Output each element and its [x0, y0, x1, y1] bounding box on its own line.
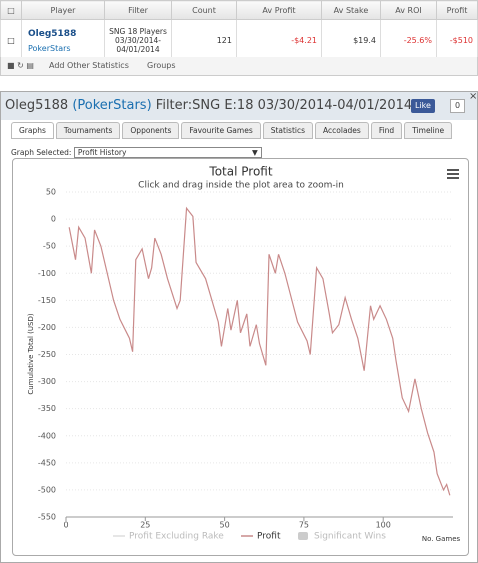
legend-label[interactable]: Profit Excluding Rake	[129, 532, 224, 542]
y-tick-label: -50	[43, 242, 56, 251]
select-all[interactable]: □	[0, 0, 22, 20]
line	[68, 206, 451, 496]
like-button[interactable]: Like	[411, 99, 435, 113]
y-tick-label: -300	[38, 377, 56, 386]
header[interactable]: Count	[171, 0, 237, 20]
close[interactable]: ×	[469, 91, 478, 102]
y-axis-label: Cumulative Total (USD)	[27, 313, 35, 394]
panel-player: Oleg5188	[5, 98, 69, 113]
graph-dropdown[interactable]: Profit History ▼	[73, 147, 262, 158]
tab[interactable]: Favourite Games	[181, 122, 261, 139]
player-link[interactable]: Oleg5188	[28, 28, 77, 39]
legend-label[interactable]: Significant Wins	[314, 532, 386, 542]
tabs: Graphs Tournaments Opponents Favourite Game…	[11, 122, 454, 139]
site-link[interactable]: PokerStars	[28, 43, 71, 53]
y-tick-label: -200	[38, 323, 56, 332]
tab[interactable]: Tournaments	[55, 122, 121, 139]
tab[interactable]: Timeline	[404, 122, 453, 139]
tab[interactable]: Graphs	[11, 122, 54, 139]
y-tick-label: -350	[38, 404, 56, 413]
graph-value: Profit History	[77, 148, 127, 157]
x-tick-label: 50	[220, 521, 230, 530]
toolbar: ■ ↻ ▤ Add Other Statistics Groups	[0, 57, 478, 76]
toolbar-icons[interactable]: ■ ↻ ▤	[7, 61, 34, 70]
av-roi-cell: -25.6%	[380, 19, 437, 62]
y-tick-label: -100	[38, 269, 56, 278]
y-tick-label: -400	[38, 431, 56, 440]
row-checkbox[interactable]: □	[0, 19, 22, 62]
chart-box: Total Profit Click and drag inside the p…	[12, 158, 469, 556]
panel-site[interactable]: (PokerStars)	[72, 98, 152, 113]
data-row: □ Oleg5188 PokerStars SNG 18 Players 03/…	[0, 19, 478, 62]
panel-filter: Filter:SNG E:18 03/30/2014-04/01/2014	[155, 98, 413, 113]
y-tick-label: -500	[38, 485, 56, 494]
tab[interactable]: Statistics	[262, 122, 314, 139]
count-cell: 121	[171, 19, 237, 62]
legend-label[interactable]: Profit	[257, 532, 281, 542]
av-profit-cell: -$4.21	[236, 19, 322, 62]
y-tick-label: -550	[38, 513, 56, 522]
y-tick-label: 0	[51, 215, 56, 224]
x-axis-label: No. Games	[422, 535, 461, 543]
y-tick-label: 50	[46, 188, 56, 197]
player-panel: Oleg5188 (PokerStars) Filter:SNG E:18 03…	[0, 91, 478, 563]
chart: Total Profit Click and drag inside the p…	[27, 165, 461, 544]
tab[interactable]: Opponents	[122, 122, 180, 139]
groups[interactable]: Groups	[147, 61, 176, 70]
header[interactable]: Profit	[436, 0, 478, 20]
y-tick-label: -450	[38, 458, 56, 467]
tab[interactable]: Find	[370, 122, 403, 139]
x-tick-label: 75	[299, 521, 309, 530]
header-row: □ Player Filter Count Av Profit Av Stake…	[0, 0, 478, 20]
legend-swatch	[298, 532, 308, 540]
tab[interactable]: Accolades	[315, 122, 369, 139]
graph-label: Graph Selected:	[11, 148, 72, 157]
av-stake-cell: $19.4	[321, 19, 381, 62]
menu-icon[interactable]	[447, 169, 459, 179]
header[interactable]: Av Stake	[321, 0, 381, 20]
header[interactable]: Player	[21, 0, 105, 20]
header[interactable]: Av Profit	[236, 0, 322, 20]
dropdown-arrow: ▼	[252, 148, 258, 157]
filter-cell: SNG 18 Players 03/30/2014-04/01/2014	[104, 19, 172, 62]
x-tick-label: 25	[140, 521, 150, 530]
profit-cell: -$510	[436, 19, 478, 62]
header[interactable]: Av ROI	[380, 0, 437, 20]
y-tick-label: -150	[38, 296, 56, 305]
add-statistics[interactable]: Add Other Statistics	[49, 61, 129, 70]
like-count: 0	[450, 99, 466, 113]
stats-table: □ Player Filter Count Av Profit Av Stake…	[0, 0, 478, 62]
x-tick-label: 0	[63, 521, 68, 530]
chart-subtitle: Click and drag inside the plot area to z…	[138, 181, 344, 191]
graph-select: Graph Selected: Profit History ▼	[11, 147, 262, 158]
chart-title: Total Profit	[208, 165, 272, 179]
header[interactable]: Filter	[104, 0, 172, 20]
x-tick-label: 100	[376, 521, 391, 530]
panel-header: Oleg5188 (PokerStars) Filter:SNG E:18 03…	[1, 91, 477, 120]
player-cell: Oleg5188 PokerStars	[21, 19, 105, 62]
y-tick-label: -250	[38, 350, 56, 359]
